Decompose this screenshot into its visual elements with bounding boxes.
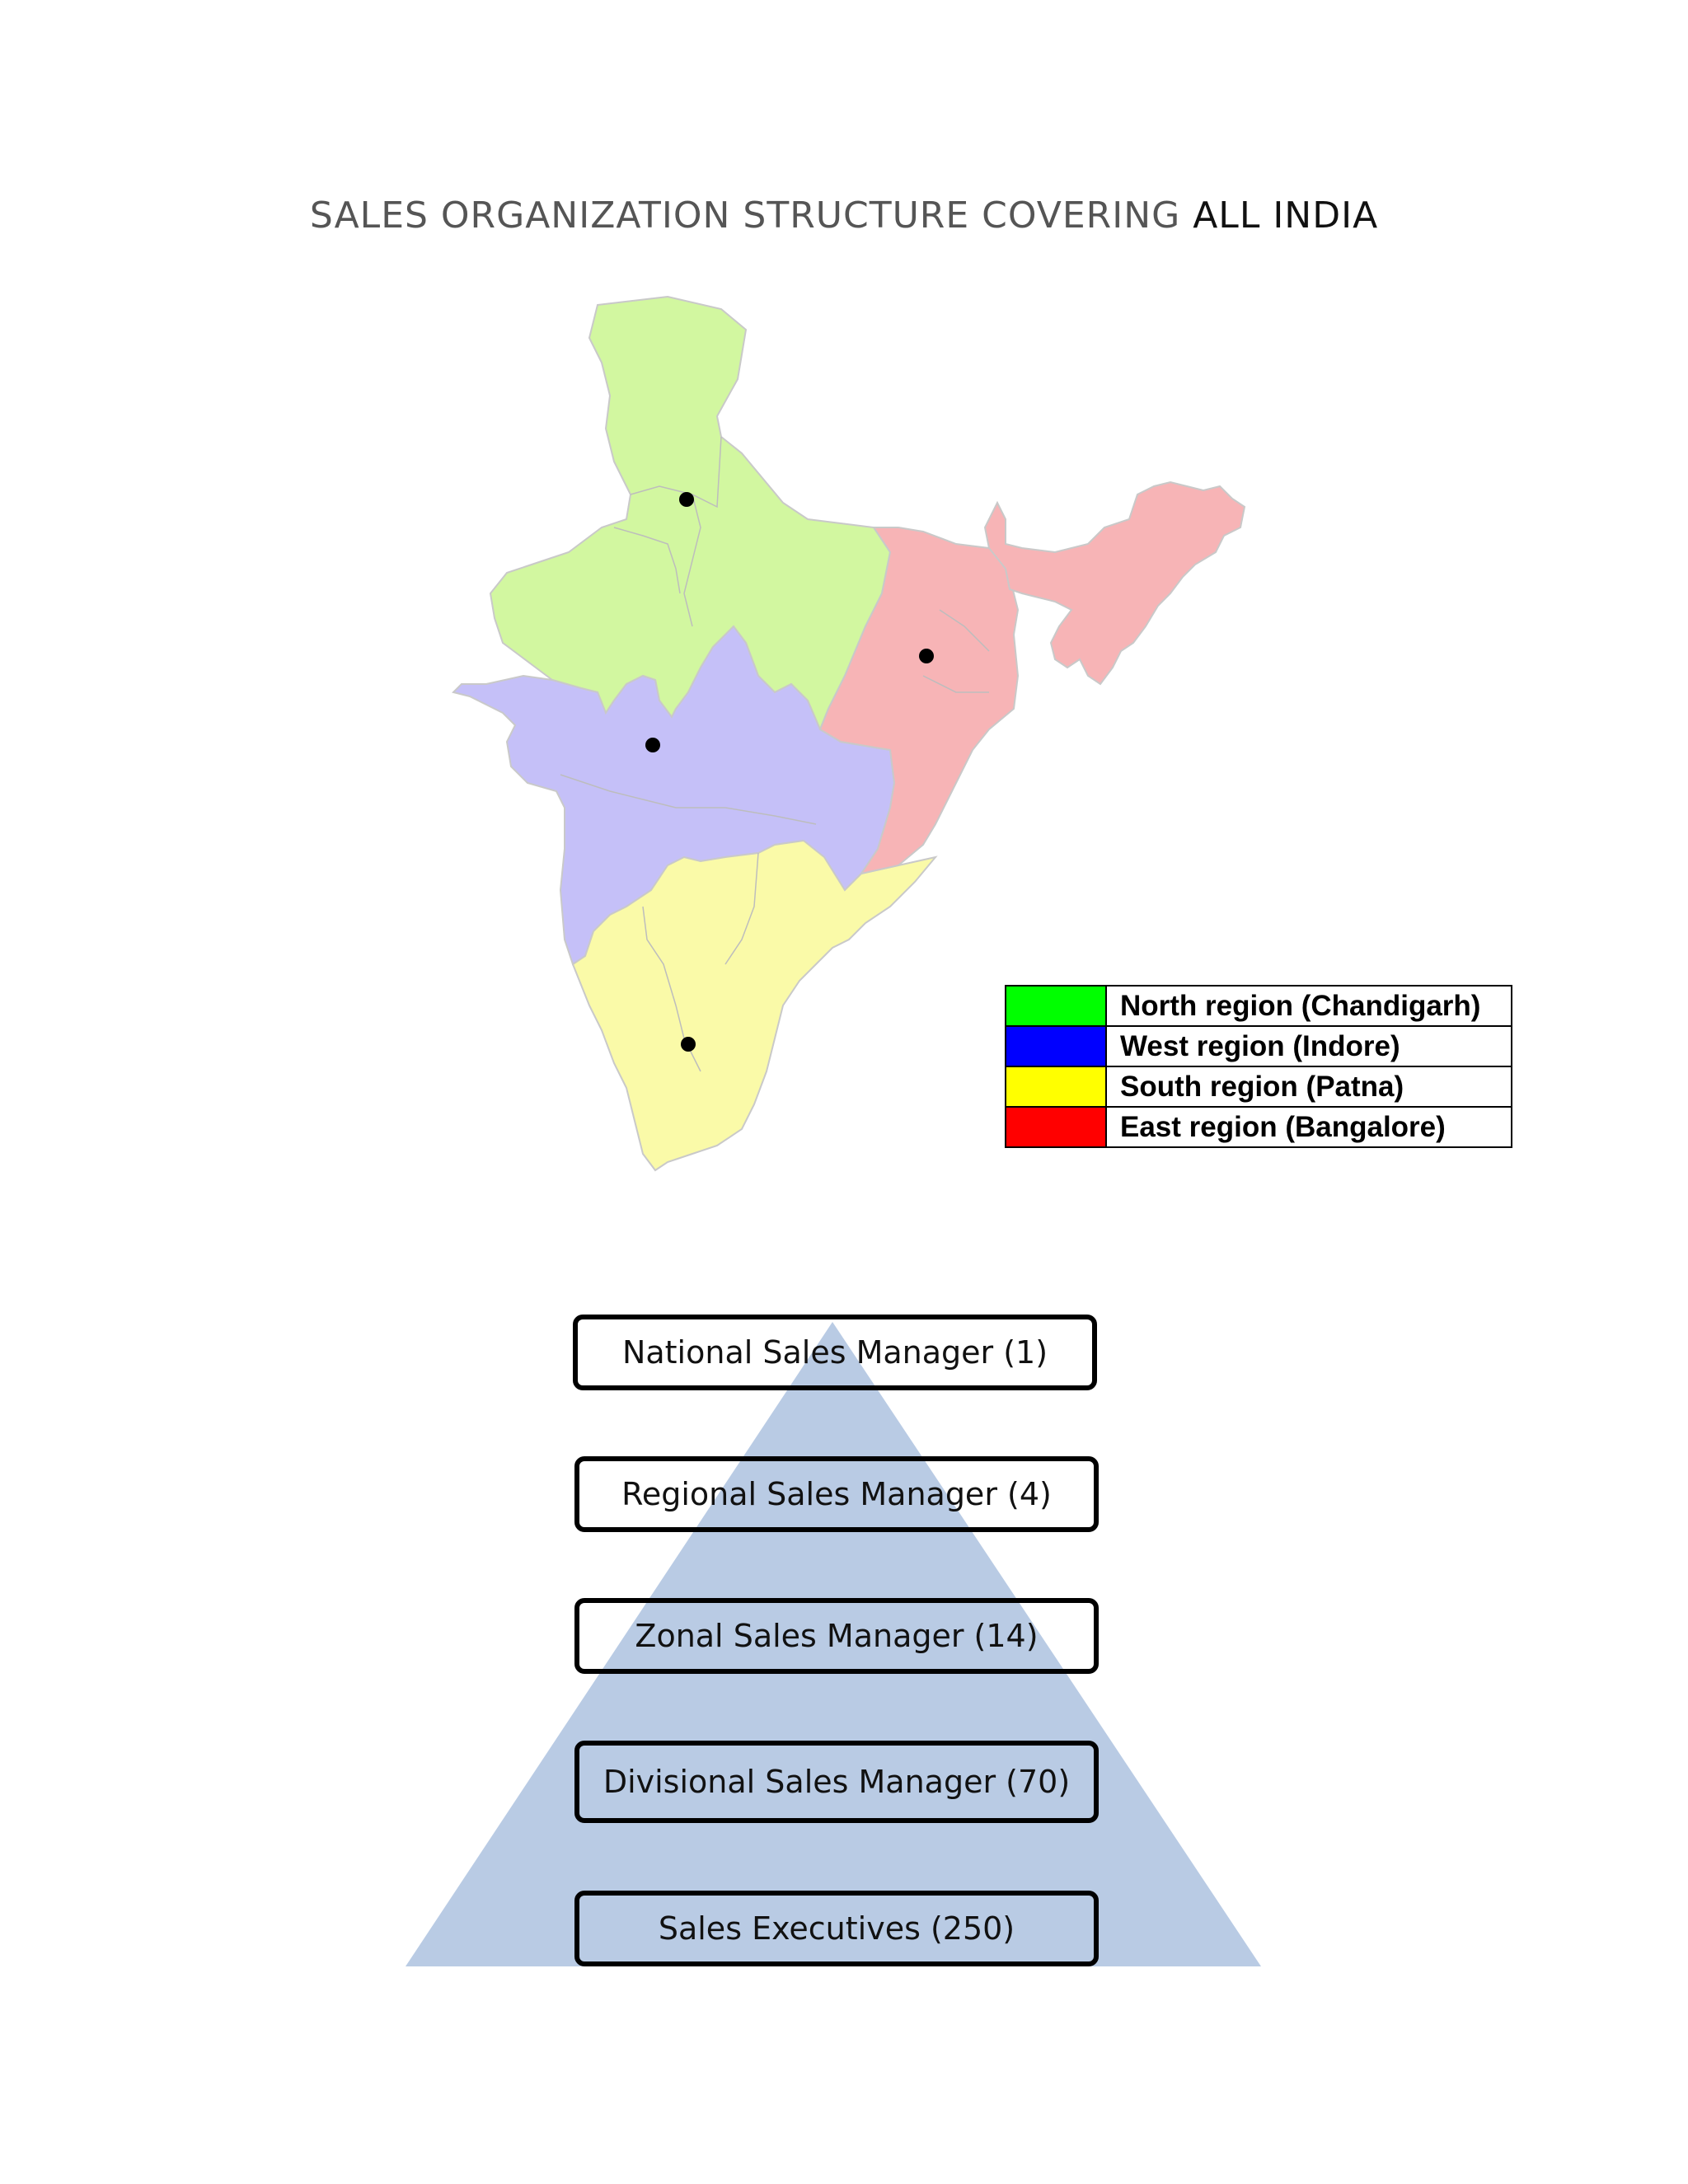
south-region-shape	[571, 839, 938, 1172]
title-prefix: SALES ORGANIZATION STRUCTURE COVERING	[309, 194, 1181, 237]
legend-label-west: West region (Indore)	[1105, 1025, 1512, 1067]
south-hq-marker	[681, 1037, 696, 1052]
tier-national-sales-manager: National Sales Manager (1)	[573, 1315, 1097, 1390]
page-title: SALES ORGANIZATION STRUCTURE COVERING AL…	[0, 194, 1688, 237]
tier-label: Zonal Sales Manager (14)	[635, 1618, 1039, 1654]
north-region-shape	[489, 295, 892, 732]
west-hq-marker	[645, 738, 660, 752]
north-hq-marker	[679, 492, 694, 507]
legend-swatch-south	[1005, 1066, 1107, 1108]
tier-zonal-sales-manager: Zonal Sales Manager (14)	[574, 1598, 1099, 1674]
legend-swatch-north	[1005, 985, 1107, 1027]
legend-label-east: East region (Bangalore)	[1105, 1106, 1512, 1148]
title-emphasis: ALL INDIA	[1193, 194, 1379, 237]
tier-label: Sales Executives (250)	[658, 1910, 1015, 1947]
legend-row-west: West region (Indore)	[1005, 1025, 1512, 1067]
tier-regional-sales-manager: Regional Sales Manager (4)	[574, 1456, 1099, 1532]
tier-divisional-sales-manager: Divisional Sales Manager (70)	[574, 1741, 1099, 1823]
legend-swatch-east	[1005, 1106, 1107, 1148]
legend-row-east: East region (Bangalore)	[1005, 1106, 1512, 1148]
state-borders	[560, 436, 990, 1072]
legend-swatch-west	[1005, 1025, 1107, 1067]
legend-label-north: North region (Chandigarh)	[1105, 985, 1512, 1027]
tier-sales-executives: Sales Executives (250)	[574, 1891, 1099, 1966]
tier-label: Divisional Sales Manager (70)	[603, 1764, 1071, 1800]
tier-label: National Sales Manager (1)	[621, 1334, 1048, 1371]
legend-row-north: North region (Chandigarh)	[1005, 985, 1512, 1027]
east-hq-marker	[919, 649, 934, 663]
tier-label: Regional Sales Manager (4)	[621, 1476, 1052, 1512]
india-region-map	[429, 280, 1253, 1220]
region-legend: North region (Chandigarh) West region (I…	[1005, 985, 1512, 1148]
legend-label-south: South region (Patna)	[1105, 1066, 1512, 1108]
northeast-region-shape	[983, 480, 1246, 686]
legend-row-south: South region (Patna)	[1005, 1066, 1512, 1108]
